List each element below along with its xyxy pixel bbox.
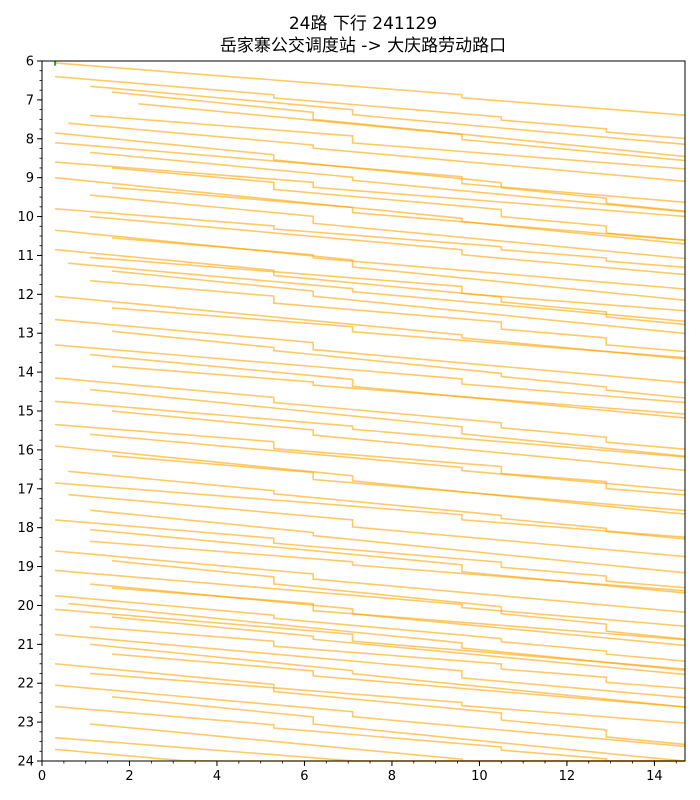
y-tick-label: 23 xyxy=(17,716,34,731)
trip-line xyxy=(111,653,686,708)
x-tick-label: 12 xyxy=(559,769,576,784)
trip-line xyxy=(55,633,686,699)
y-tick-label: 12 xyxy=(17,288,34,303)
trip-line xyxy=(55,482,686,538)
trip-line xyxy=(111,307,686,359)
trip-line xyxy=(55,550,686,613)
trip-line xyxy=(111,270,686,335)
trip-line xyxy=(90,583,686,647)
trip-line xyxy=(55,377,686,450)
y-tick-label: 9 xyxy=(26,171,34,186)
trip-line xyxy=(90,540,686,592)
y-tick-label: 11 xyxy=(17,249,34,264)
y-tick-label: 21 xyxy=(17,638,34,653)
x-tick-label: 0 xyxy=(38,769,46,784)
y-tick-label: 20 xyxy=(17,599,34,614)
trip-line xyxy=(68,262,686,323)
y-tick-label: 17 xyxy=(17,482,34,497)
trip-line xyxy=(111,186,686,242)
trip-line xyxy=(138,103,686,162)
x-tick-label: 4 xyxy=(213,769,221,784)
chart-subtitle: 岳家寨公交调度站 -> 大庆路劳动路口 xyxy=(220,36,506,56)
trip-line xyxy=(90,672,686,724)
chart-title: 24路 下行 241129 xyxy=(289,14,437,34)
y-tick-label: 13 xyxy=(17,327,34,342)
trip-line xyxy=(55,594,686,662)
trip-line xyxy=(90,256,686,312)
trip-line xyxy=(55,400,686,458)
y-tick-label: 16 xyxy=(17,443,34,458)
trip-line xyxy=(90,353,686,419)
trip-line xyxy=(55,569,686,627)
y-tick-label: 7 xyxy=(26,93,34,108)
trip-line xyxy=(111,454,686,512)
trip-line xyxy=(55,208,686,269)
trip-line xyxy=(90,279,686,353)
trip-line xyxy=(55,519,686,589)
x-tick-label: 8 xyxy=(388,769,396,784)
trip-line xyxy=(90,114,686,170)
trip-line xyxy=(111,330,686,399)
y-tick-label: 22 xyxy=(17,677,34,692)
x-tick-label: 2 xyxy=(125,769,133,784)
trip-line xyxy=(68,470,686,540)
y-tick-label: 15 xyxy=(17,405,34,420)
trip-line xyxy=(90,643,686,708)
y-axis-ticks: 6 7 8 9 10 11 12 13 14 15 16 17 18 19 20 21 22 23 24 xyxy=(17,55,42,770)
trip-line xyxy=(55,318,686,384)
trip-line xyxy=(55,62,686,116)
trip-line xyxy=(111,91,686,158)
trip-line xyxy=(111,365,686,415)
trip-line xyxy=(111,237,686,290)
trip-line xyxy=(90,151,686,213)
y-tick-label: 19 xyxy=(17,560,34,575)
trip-line xyxy=(90,509,686,574)
y-tick-label: 14 xyxy=(17,366,34,381)
trip-line xyxy=(90,388,686,457)
trip-line xyxy=(55,161,686,218)
y-tick-label: 18 xyxy=(17,521,34,536)
trip-line xyxy=(55,229,686,301)
trip-line xyxy=(55,423,686,496)
y-tick-label: 6 xyxy=(26,55,34,70)
trip-line xyxy=(90,194,686,260)
trip-line xyxy=(90,433,686,492)
x-tick-label: 10 xyxy=(471,769,488,784)
trip-line xyxy=(90,85,686,146)
trip-line xyxy=(55,445,686,515)
trip-line xyxy=(55,608,686,670)
trip-line xyxy=(68,122,686,183)
trip-line xyxy=(111,410,686,472)
x-tick-label: 14 xyxy=(646,769,663,784)
trip-line xyxy=(111,696,686,762)
trip-line xyxy=(55,141,686,204)
trip-line xyxy=(68,493,686,558)
x-tick-label: 6 xyxy=(300,769,308,784)
trip-line xyxy=(90,215,686,276)
y-tick-label: 24 xyxy=(17,755,34,770)
y-tick-label: 10 xyxy=(17,210,34,225)
trip-line xyxy=(111,587,686,641)
trip-line xyxy=(55,705,685,762)
trip-line xyxy=(55,684,686,748)
trip-line xyxy=(55,75,686,140)
trip-line xyxy=(111,616,686,676)
plot-frame xyxy=(41,60,686,762)
y-tick-label: 8 xyxy=(26,132,34,147)
series-layer xyxy=(54,61,686,762)
trip-line xyxy=(55,663,686,746)
trip-line xyxy=(111,559,686,640)
trip-line xyxy=(111,167,686,241)
trip-line xyxy=(90,626,686,690)
x-axis-ticks: 0 2 4 6 8 10 12 14 xyxy=(38,761,677,784)
trip-line xyxy=(55,248,686,326)
trip-line xyxy=(55,344,686,404)
